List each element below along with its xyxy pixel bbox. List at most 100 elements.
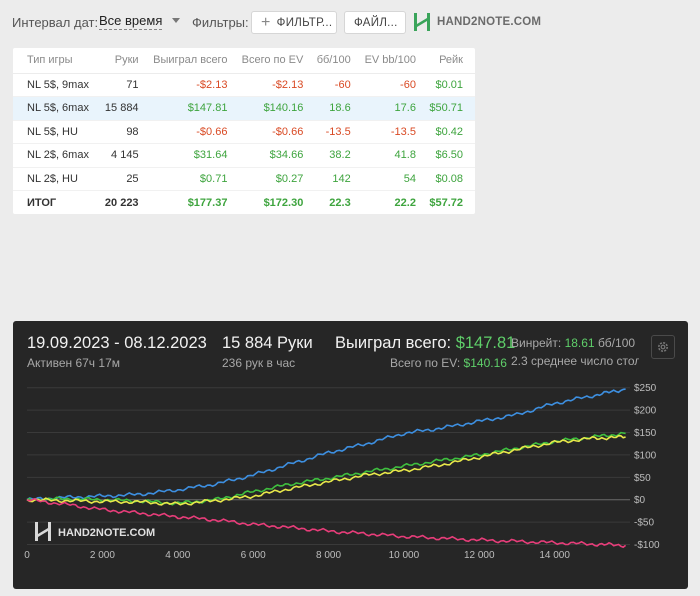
y-tick-label: $0 [634,495,646,506]
table-cell: 41.8 [362,143,428,168]
table-cell: 71 [103,73,151,97]
y-axis-ticks: $250 $200 $150 $100 $50 $0 -$50 -$100 [634,383,660,551]
table-header-row: Тип игры Руки Выиграл всего Всего по EV бб/1… [13,48,475,74]
x-tick-label: 2 000 [90,550,115,561]
table-cell: 18.6 [315,96,363,121]
table-cell: $172.30 [263,196,304,209]
y-tick-label: -$100 [634,540,660,551]
table-cell: $0.01 [427,73,475,97]
table-cell: $0.08 [427,167,475,191]
stats-table: Тип игры Руки Выиграл всего Всего по EV бб/1… [13,48,475,214]
x-tick-label: 12 000 [464,550,495,561]
table-cell: 4 145 [103,143,151,168]
filter-button-label: ФИЛЬТР... [276,16,333,29]
table-cell: $177.37 [187,196,228,209]
profit-chart[interactable]: $250 $200 $150 $100 $50 $0 -$50 -$100 0 2 000 4 0… [13,321,688,589]
x-tick-label: 0 [24,550,30,561]
top-toolbar: Интервал дат: Все время Фильтры: + ФИЛЬТ… [0,0,700,44]
x-tick-label: 10 000 [389,550,420,561]
table-header-cell[interactable]: Всего по EV [239,48,316,74]
table-cell: -$2.13 [150,73,240,97]
y-tick-label: $200 [634,406,657,417]
ev-total-label: Всего по EV: [390,356,461,370]
table-cell: $34.66 [239,143,316,168]
x-axis-ticks: 0 2 000 4 000 6 000 8 000 10 000 12 000 14 000 [24,550,570,561]
table-row[interactable]: NL 5$, HU 98 -$0.66 -$0.66 -13.5 -13.5 $0.42 [13,120,475,144]
y-tick-label: $150 [634,428,657,439]
table-cell: $0.71 [150,167,240,191]
logo-text: HAND2NOTE.COM [437,16,542,28]
series-line-2 [26,434,626,506]
table-cell: 54 [362,167,428,191]
table-header-cell[interactable]: Руки [103,48,151,74]
table-cell: -$0.66 [150,120,240,144]
y-tick-label: $250 [634,383,657,394]
table-row[interactable]: NL 5$, 9max 71 -$2.13 -$2.13 -60 -60 $0.01 [13,73,475,97]
table-cell: -13.5 [362,120,428,144]
table-row[interactable]: NL 2$, HU 25 $0.71 $0.27 142 54 $0.08 [13,167,475,191]
date-range: 19.09.2023 - 08.12.2023 [27,334,207,352]
table-cell: -13.5 [315,120,363,144]
y-tick-label: -$50 [634,518,654,529]
interval-select-value: Все время [99,13,163,30]
table-cell: $140.16 [239,96,316,121]
table-cell: -60 [362,73,428,97]
table-header-cell[interactable]: бб/100 [315,48,363,74]
table-row[interactable]: NL 5$, 6max 15 884 $147.81 $140.16 18.6 17.6 $… [13,96,475,121]
table-cell: $50.71 [427,96,475,121]
graph-card: 19.09.2023 - 08.12.2023 Активен 67ч 17м … [13,321,688,589]
table-body: NL 5$, 9max 71 -$2.13 -$2.13 -60 -60 $0.01 NL 5… [13,73,475,214]
table-cell: -$0.66 [239,120,316,144]
hand2note-logo-icon [414,13,430,31]
table-cell: 25 [103,167,151,191]
series-line-0 [26,388,626,501]
chart-watermark-logo: HAND2NOTE.COM [35,522,155,541]
table-cell: $31.64 [150,143,240,168]
gear-icon [658,342,668,352]
file-button[interactable]: ФАЙЛ... [344,11,406,34]
filters-label: Фильтры: [192,15,249,30]
table-cell: $57.72 [429,196,463,209]
winrate-unit: бб/100 [597,336,636,350]
active-time: Активен 67ч 17м [27,356,120,370]
hand2note-logo[interactable]: HAND2NOTE.COM [413,12,541,32]
table-cell: 22.2 [394,196,416,209]
table-cell: $0.27 [239,167,316,191]
table-cell: 142 [315,167,363,191]
table-cell: 15 884 [103,96,151,121]
interval-label: Интервал дат: [12,15,99,30]
table-total-row[interactable]: ИТОГ 20 223 $177.37 $172.30 22.3 22.2 $57.72 [13,191,475,215]
table-cell: NL 5$, HU [13,120,104,144]
table-cell: $147.81 [150,96,240,121]
interval-select[interactable]: Все время [99,13,180,30]
won-total-value: $147.81 [455,334,516,352]
table-cell: $0.42 [427,120,475,144]
table-cell: -60 [315,73,363,97]
table-row[interactable]: NL 2$, 6max 4 145 $31.64 $34.66 38.2 41.8 $6.5… [13,143,475,168]
stats-table-card: Тип игры Руки Выиграл всего Всего по EV бб/1… [13,48,475,214]
chevron-down-icon [171,18,180,24]
table-cell: NL 2$, 6max [13,143,104,168]
table-cell: NL 2$, HU [13,167,104,191]
table-header-cell[interactable]: EV bb/100 [362,48,428,74]
table-cell: 98 [103,120,151,144]
ev-total: Всего по EV: $140.16 [390,356,507,370]
table-cell: NL 5$, 9max [13,73,104,97]
plus-icon: + [261,13,271,31]
avg-tables: 2.3 среднее число стол [511,354,639,368]
filter-button[interactable]: + ФИЛЬТР... [251,11,337,34]
table-cell: -$2.13 [239,73,316,97]
table-cell: 17.6 [362,96,428,121]
hands-per-hour: 236 рук в час [222,356,296,370]
chart-lines [26,388,627,549]
hands-count: 15 884 Руки [222,334,313,352]
table-cell: NL 5$, 6max [13,96,104,121]
table-header-cell[interactable]: Тип игры [13,48,104,74]
winrate-label: Винрейт: [511,336,562,350]
series-line-3 [26,497,627,549]
graph-settings-button[interactable] [651,335,675,359]
y-tick-label: $100 [634,450,657,461]
table-header-cell[interactable]: Рейк [427,48,475,74]
table-header-cell[interactable]: Выиграл всего [150,48,240,74]
table-cell: 38.2 [315,143,363,168]
